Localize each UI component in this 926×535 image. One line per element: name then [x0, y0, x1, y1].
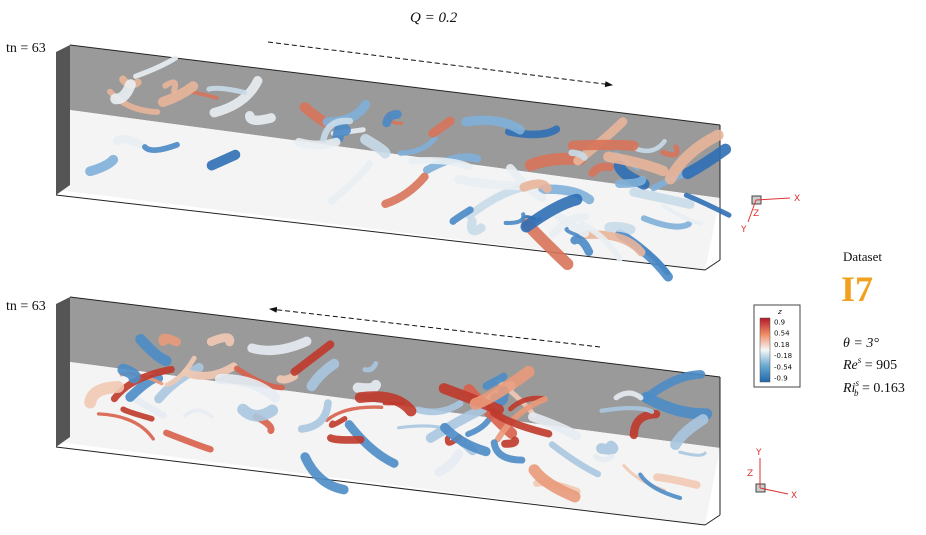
axis-triad: X Y Z [747, 448, 797, 501]
vortex-tube [280, 376, 294, 379]
vortex-tube [505, 441, 515, 444]
reynolds: Res = 905 [842, 355, 897, 373]
colorbar-label: -0.9 [774, 375, 788, 383]
colorbar-label: 0.54 [774, 330, 790, 338]
theta: θ = 3° [843, 336, 879, 351]
colorbar: z 0.9 0.54 0.18 -0.18 -0.54 -0.9 [754, 305, 800, 387]
vortex-tube [601, 446, 613, 450]
time-label: tn = 63 [6, 299, 46, 314]
axis-label: Z [753, 209, 759, 219]
figure: Q = 0.2 tn = 63 tn = 63 X Y Z X Y Z z 0.… [0, 0, 926, 530]
vortex-tube [524, 184, 547, 189]
colorbar-label: -0.18 [774, 352, 792, 360]
axis-label: X [794, 194, 800, 204]
value: = 905 [861, 358, 897, 373]
vortex-tube [299, 142, 336, 145]
time-label: tn = 63 [6, 41, 46, 56]
end-wall [56, 45, 70, 195]
vortex-tube [619, 180, 642, 183]
vortex-tube [163, 338, 177, 342]
vortex-tube [531, 159, 581, 165]
axis-triad: X Y Z [740, 194, 800, 235]
vortex-tube [250, 116, 271, 121]
dataset-name: I7 [841, 269, 873, 309]
axis-label: X [791, 491, 797, 501]
colorbar-label: 0.18 [774, 341, 790, 349]
vortex-tube [117, 139, 139, 144]
symbol: Re [842, 358, 858, 373]
vortex-tube [573, 145, 634, 146]
vortex-tube [331, 438, 361, 440]
axis-label: Y [740, 225, 747, 235]
colorbar-gradient [760, 318, 770, 382]
colorbar-title: z [777, 308, 782, 316]
flow-label: Q = 0.2 [410, 10, 458, 26]
vortex-tube [123, 370, 134, 378]
value: = 0.163 [858, 381, 904, 396]
axis-label: Z [747, 469, 753, 479]
vortex-tube [596, 456, 612, 459]
vortex-tube [358, 385, 376, 388]
vortex-tube [243, 410, 272, 416]
end-wall [56, 297, 70, 447]
dataset-heading: Dataset [843, 249, 882, 264]
colorbar-label: 0.9 [774, 319, 785, 327]
axis-label: Y [755, 448, 762, 458]
vortex-tube [211, 338, 230, 342]
vortex-tube [609, 227, 630, 230]
colorbar-label: -0.54 [774, 363, 793, 371]
